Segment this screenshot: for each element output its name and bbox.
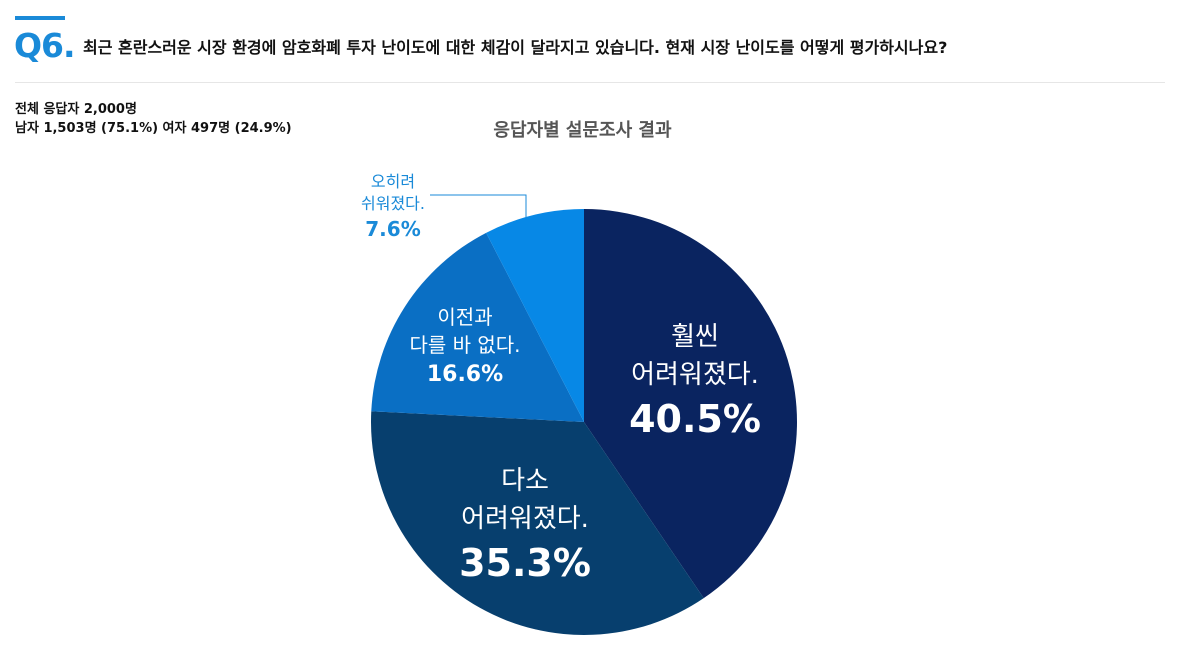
respondent-gender: 남자 1,503명 (75.1%) 여자 497명 (24.9%) [15, 121, 292, 136]
slice-label-line: 다소 [501, 466, 549, 496]
header-divider [15, 82, 1165, 83]
slice-label-much-harder: 훨씬 어려워졌다. 40.5% [600, 318, 790, 444]
question-accent-bar [15, 16, 65, 20]
slice-percent: 35.3% [459, 541, 591, 585]
slice-much-harder [584, 209, 797, 599]
slice-label-line: 어려워졌다. [461, 504, 589, 534]
slice-label-line: 쉬워졌다. [361, 194, 425, 213]
question-text: 최근 혼란스러운 시장 환경에 암호화폐 투자 난이도에 대한 체감이 달라지고… [83, 38, 948, 57]
slice-label-somewhat-harder: 다소 어려워졌다. 35.3% [425, 462, 625, 588]
slice-label-line: 훨씬 [671, 322, 719, 352]
slice-label-no-difference: 이전과 다를 바 없다. 16.6% [385, 303, 545, 391]
slice-label-line: 어려워졌다. [631, 360, 759, 390]
slice-percent: 7.6% [365, 217, 421, 241]
slice-easier [486, 209, 584, 422]
question-number: Q6. [14, 26, 76, 65]
respondent-total: 전체 응답자 2,000명 [15, 102, 137, 117]
slice-percent: 16.6% [426, 362, 504, 387]
slice-label-line: 오히려 [370, 172, 416, 191]
slice-label-line: 다를 바 없다. [409, 333, 521, 357]
slice-percent: 40.5% [629, 397, 761, 441]
respondent-summary: 전체 응답자 2,000명 남자 1,503명 (75.1%) 여자 497명 … [15, 100, 292, 138]
slice-somewhat-harder [371, 411, 704, 635]
slice-label-easier: 오히려 쉬워졌다. 7.6% [338, 171, 448, 243]
slice-label-line: 이전과 [437, 305, 493, 329]
leader-line [430, 194, 527, 218]
slice-no-difference [371, 232, 584, 422]
chart-title: 응답자별 설문조사 결과 [493, 120, 672, 141]
